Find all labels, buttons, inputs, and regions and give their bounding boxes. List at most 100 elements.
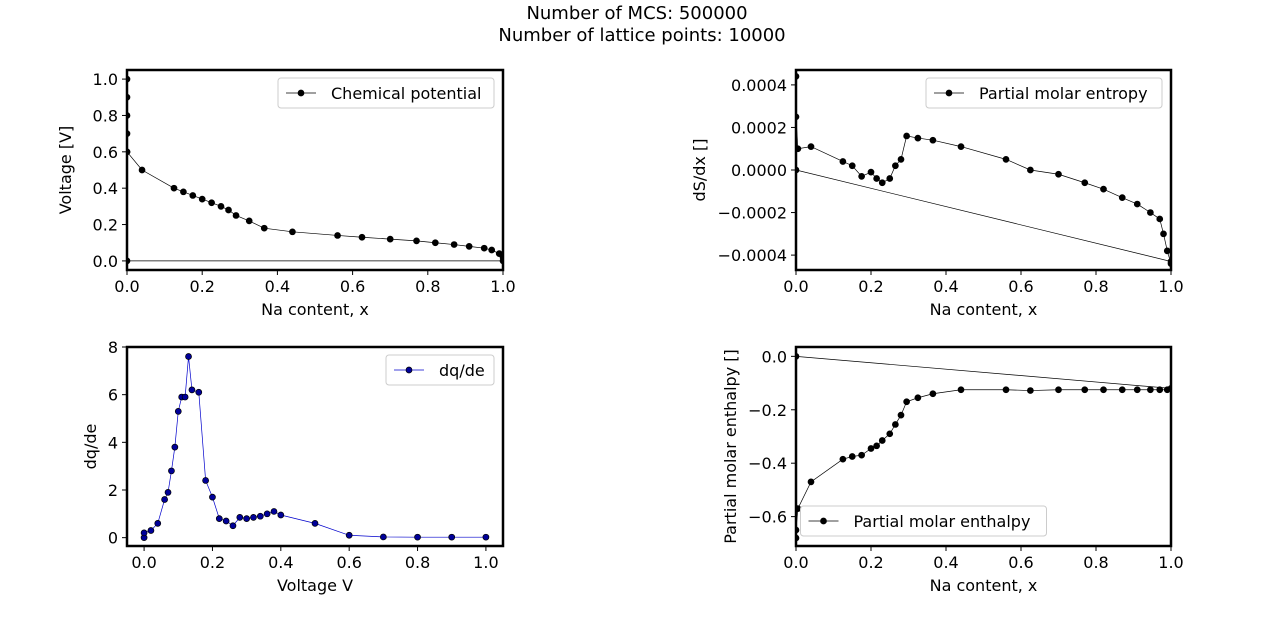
data-point — [867, 168, 875, 176]
data-point — [482, 533, 490, 541]
data-point — [1100, 386, 1107, 394]
data-point — [1118, 194, 1126, 202]
legend-box — [925, 77, 1163, 109]
data-point — [358, 233, 366, 241]
data-point — [1133, 200, 1141, 208]
data-point — [170, 184, 178, 192]
data-point — [345, 531, 353, 539]
data-point — [217, 203, 225, 210]
data-point — [450, 241, 458, 248]
y-tick-label: 0.6 — [93, 143, 118, 162]
legend-box — [277, 77, 495, 109]
x-axis-label: Na content, x — [261, 300, 369, 319]
legend: Partial molar enthalpy — [800, 505, 1047, 537]
data-point — [848, 162, 856, 170]
axes-frame — [125, 345, 505, 548]
data-point — [250, 514, 257, 521]
x-tick-label: 0.0 — [114, 277, 139, 296]
y-tick-label: −0.0004 — [718, 246, 787, 265]
data-point — [897, 411, 905, 419]
data-point — [311, 520, 319, 527]
y-axis-label: Voltage [V] — [56, 126, 75, 215]
data-point — [1055, 170, 1062, 178]
data-point — [886, 175, 894, 182]
data-point — [1147, 386, 1154, 394]
data-point — [903, 398, 910, 406]
y-axis-label: Partial molar enthalpy [] — [721, 349, 740, 544]
data-point — [215, 515, 223, 522]
data-point — [914, 394, 922, 402]
data-point — [147, 527, 155, 534]
data-point — [807, 143, 815, 150]
legend-box — [800, 505, 1047, 537]
y-tick-label: 2 — [108, 481, 118, 500]
data-point — [202, 477, 209, 484]
data-point — [229, 522, 237, 530]
x-axis-label: Na content, x — [930, 576, 1038, 595]
y-tick-label: 4 — [108, 433, 118, 452]
y-tick-label: 0.0 — [762, 347, 787, 366]
data-point — [1163, 247, 1171, 255]
data-point — [465, 243, 473, 250]
data-point — [957, 143, 965, 150]
chart-chem: 0.0 0.2 0.4 0.6 0.8 1.0 0.0 0.2 0.4 0.6 0.8 1.0 Na c… — [56, 68, 516, 319]
y-tick-label: 6 — [108, 386, 118, 405]
x-tick-label: 0.8 — [405, 553, 430, 572]
data-point — [289, 228, 296, 236]
data-point — [957, 386, 965, 394]
y-tick-label: 0.0002 — [731, 118, 787, 137]
legend-label: Chemical potential — [331, 84, 482, 103]
x-tick-label: 0.8 — [415, 277, 440, 296]
legend: dq/de — [385, 354, 495, 386]
data-point — [1081, 179, 1089, 187]
data-point — [236, 514, 244, 521]
data-point — [414, 533, 421, 541]
x-tick-label: 1.0 — [473, 553, 498, 572]
x-tick-label: 0.2 — [200, 553, 225, 572]
data-point — [138, 166, 146, 174]
data-point — [189, 192, 197, 199]
x-tick-label: 0.6 — [1008, 553, 1033, 572]
legend-label: dq/de — [439, 361, 485, 380]
data-point — [1156, 386, 1164, 394]
data-point — [886, 430, 894, 438]
legend-marker — [297, 89, 305, 97]
y-tick-label: 0.8 — [93, 106, 118, 125]
data-point — [929, 390, 937, 398]
data-point — [431, 239, 439, 247]
data-point — [867, 445, 875, 452]
data-point — [897, 156, 905, 163]
data-point — [873, 442, 880, 450]
data-point — [807, 478, 815, 486]
x-tick-label: 0.4 — [933, 277, 958, 296]
x-tick-label: 0.6 — [336, 553, 361, 572]
x-axis-label: Voltage V — [277, 576, 353, 595]
data-point — [154, 520, 162, 527]
data-point — [386, 235, 394, 243]
data-point — [1156, 215, 1164, 223]
data-point — [256, 512, 264, 520]
data-point — [1027, 166, 1034, 174]
legend: Partial molar entropy — [925, 77, 1163, 109]
y-axis-label: dq/de — [81, 424, 100, 470]
data-point — [225, 206, 232, 214]
y-tick-label: 0.2 — [93, 216, 118, 235]
x-tick-label: 1.0 — [1158, 277, 1183, 296]
data-point — [839, 455, 847, 463]
data-point — [929, 136, 937, 144]
data-point — [1002, 156, 1010, 163]
data-point — [168, 467, 175, 475]
data-point — [413, 237, 420, 245]
data-point — [174, 408, 182, 415]
data-point — [140, 529, 148, 537]
data-point — [448, 533, 456, 541]
data-point — [1160, 230, 1167, 238]
legend-marker — [405, 366, 413, 374]
series-entropy-0 — [796, 73, 1171, 267]
legend-label: Partial molar entropy — [979, 84, 1148, 103]
x-tick-label: 0.4 — [933, 553, 958, 572]
y-tick-label: 0 — [108, 529, 118, 548]
y-tick-label: −0.4 — [748, 454, 787, 473]
data-point — [903, 132, 910, 140]
